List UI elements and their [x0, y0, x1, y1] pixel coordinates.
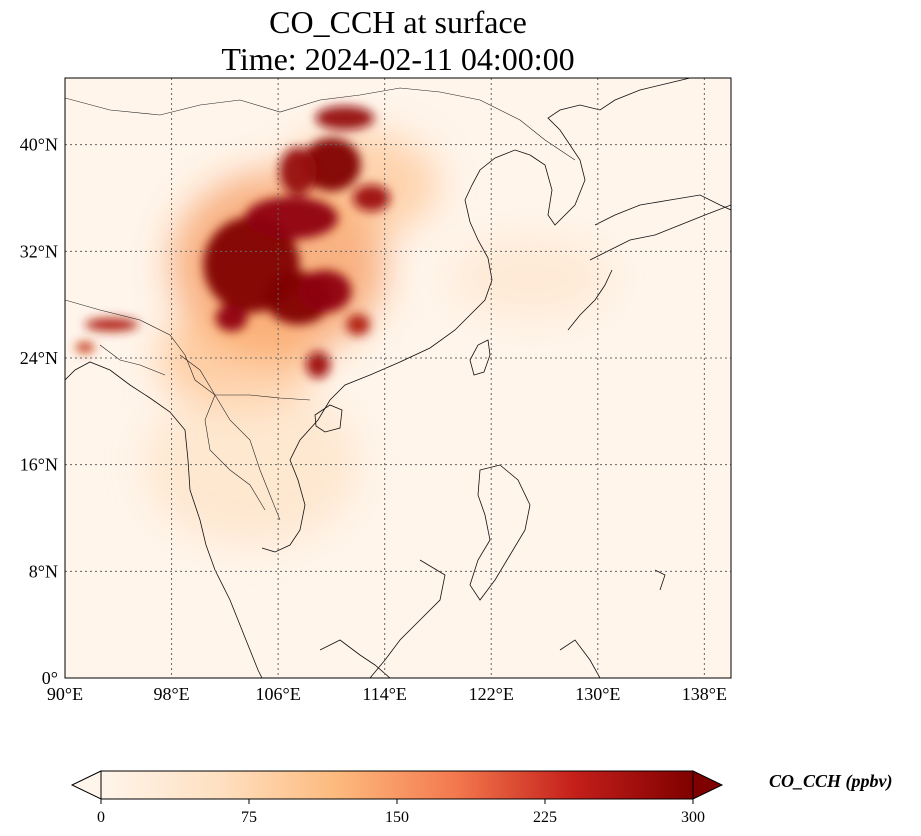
- map-title-line1: CO_CCH at surface: [269, 4, 527, 40]
- longitude-tick-labels: 90°E 98°E 106°E 114°E 122°E 130°E 138°E: [47, 684, 727, 704]
- lat-tick-label: 0°: [42, 668, 58, 688]
- colorbar-extend-low: [70, 770, 102, 800]
- colorbar-tick-label: 0: [97, 809, 105, 826]
- concentration-plume-3: [244, 196, 339, 240]
- lat-tick-label: 24°N: [20, 348, 58, 368]
- concentration-field-core: [75, 106, 391, 378]
- gridlines: [65, 78, 731, 678]
- latitude-tick-labels: 0° 8°N 16°N 24°N 32°N 40°N: [20, 135, 58, 688]
- colorbar-gradient: [100, 770, 694, 800]
- lon-tick-label: 106°E: [256, 684, 301, 704]
- concentration-plume-11: [84, 318, 139, 332]
- concentration-plume-9: [306, 351, 331, 378]
- country-borders: [65, 87, 576, 521]
- colorbar-tick-label: 225: [533, 809, 557, 826]
- colorbar-tick-label: 150: [385, 809, 409, 826]
- lon-tick-label: 98°E: [153, 684, 189, 704]
- lon-tick-label: 122°E: [469, 684, 514, 704]
- coastlines: [65, 78, 731, 678]
- concentration-plume-2: [298, 270, 352, 313]
- colorbar-tick-label: 300: [681, 809, 705, 826]
- lon-tick-label: 138°E: [682, 684, 727, 704]
- colorbar-extend-high: [692, 770, 724, 800]
- map-title-line2: Time: 2024-02-11 04:00:00: [221, 41, 574, 77]
- colorbar-ticks: 0 75 150 225 300: [97, 799, 705, 826]
- map-frame: [64, 77, 732, 679]
- lon-tick-label: 130°E: [575, 684, 620, 704]
- concentration-plume-10: [346, 314, 371, 336]
- concentration-plume-16: [451, 238, 612, 318]
- colorbar: 0 75 150 225 300 CO_CCH (ppbv): [70, 770, 893, 826]
- lat-tick-label: 8°N: [29, 561, 58, 581]
- colorbar-tick-label: 75: [241, 809, 257, 826]
- lon-tick-label: 90°E: [47, 684, 83, 704]
- concentration-plume-7: [352, 184, 391, 212]
- lat-tick-label: 40°N: [20, 135, 58, 155]
- concentration-plume-12: [75, 342, 95, 353]
- colorbar-label: CO_CCH (ppbv): [769, 771, 893, 792]
- concentration-plume-8: [215, 304, 248, 332]
- map-panel: [64, 77, 732, 679]
- concentration-plume-6: [315, 106, 375, 130]
- lat-tick-label: 16°N: [20, 455, 58, 475]
- lon-tick-label: 114°E: [362, 684, 407, 704]
- lat-tick-label: 32°N: [20, 241, 58, 261]
- concentration-plume-5: [279, 147, 317, 196]
- concentration-plume-4: [302, 138, 361, 192]
